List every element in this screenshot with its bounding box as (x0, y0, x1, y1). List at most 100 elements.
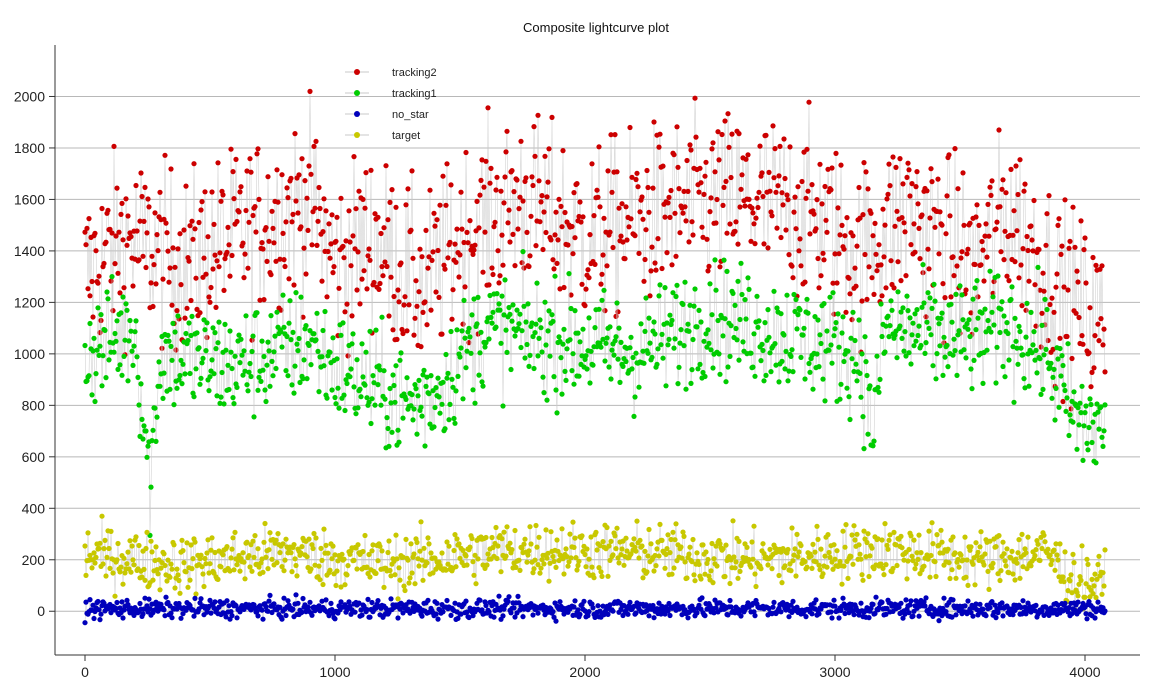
data-point-tracking1 (927, 295, 933, 301)
data-point-tracking1 (771, 288, 777, 294)
data-point-tracking1 (788, 353, 794, 359)
data-point-no_star (226, 603, 232, 609)
data-point-tracking1 (266, 348, 272, 354)
data-point-tracking2 (917, 256, 923, 262)
data-point-target (108, 528, 114, 535)
data-point-target (521, 541, 527, 547)
data-point-target (258, 560, 264, 566)
data-point-target (1076, 581, 1082, 587)
data-point-tracking2 (1081, 247, 1087, 253)
data-point-tracking1 (124, 307, 130, 313)
data-point-tracking2 (583, 286, 589, 292)
data-point-target (573, 555, 579, 561)
data-point-target (114, 557, 120, 563)
data-point-tracking1 (217, 400, 223, 406)
data-point-tracking2 (391, 293, 397, 300)
data-point-tracking2 (704, 236, 710, 242)
data-point-tracking1 (364, 395, 370, 401)
data-point-tracking1 (350, 331, 356, 337)
data-point-tracking2 (499, 232, 505, 238)
data-point-target (841, 563, 847, 569)
data-point-tracking2 (828, 187, 834, 193)
data-point-target (273, 537, 279, 543)
data-point-tracking1 (642, 328, 648, 334)
data-point-tracking2 (461, 239, 467, 246)
data-point-tracking1 (936, 321, 942, 327)
data-point-tracking1 (177, 372, 183, 379)
data-point-target (669, 571, 675, 577)
data-point-tracking1 (911, 343, 917, 349)
data-point-tracking1 (517, 311, 523, 317)
data-point-target (970, 561, 976, 567)
data-point-tracking1 (677, 340, 683, 346)
data-point-tracking2 (714, 196, 720, 203)
data-point-tracking2 (409, 168, 415, 174)
data-point-tracking1 (882, 349, 888, 355)
data-point-tracking1 (509, 318, 515, 324)
data-point-target (723, 542, 729, 548)
data-point-tracking2 (464, 229, 470, 235)
data-point-tracking2 (303, 271, 309, 277)
data-point-tracking2 (629, 174, 635, 180)
data-point-tracking2 (327, 255, 333, 261)
data-point-no_star (550, 609, 556, 615)
data-point-tracking1 (170, 320, 176, 326)
data-point-no_star (113, 605, 119, 612)
data-point-target (312, 562, 318, 568)
data-point-target (545, 550, 551, 556)
data-point-tracking1 (782, 366, 788, 372)
data-point-tracking2 (165, 248, 171, 254)
data-point-tracking2 (427, 187, 433, 193)
data-point-target (598, 569, 604, 575)
data-point-target (230, 535, 236, 541)
data-point-no_star (809, 611, 815, 617)
data-point-tracking1 (831, 333, 837, 339)
data-point-tracking2 (881, 254, 887, 260)
data-point-target (894, 562, 900, 569)
data-point-tracking2 (300, 314, 306, 320)
data-point-tracking1 (801, 325, 807, 331)
data-point-tracking1 (561, 326, 567, 332)
data-point-tracking1 (828, 342, 834, 348)
data-point-tracking1 (1033, 347, 1039, 353)
data-point-tracking2 (299, 156, 305, 162)
data-point-tracking1 (452, 420, 458, 426)
data-point-tracking1 (919, 304, 925, 310)
data-point-target (408, 541, 414, 547)
data-point-tracking2 (422, 299, 428, 305)
data-point-tracking2 (932, 224, 938, 230)
data-point-tracking2 (447, 239, 453, 245)
data-point-target (850, 561, 856, 567)
data-point-tracking1 (432, 404, 438, 411)
data-point-tracking2 (568, 292, 574, 298)
data-point-tracking1 (174, 385, 180, 391)
data-point-tracking1 (818, 340, 824, 347)
data-point-tracking2 (381, 225, 387, 231)
data-point-tracking1 (923, 340, 929, 346)
data-point-tracking2 (1064, 333, 1070, 340)
data-point-tracking1 (829, 360, 835, 366)
data-point-tracking1 (630, 354, 636, 361)
data-point-target (645, 553, 651, 559)
data-point-target (1048, 561, 1054, 568)
data-point-target (375, 558, 381, 564)
data-point-target (955, 556, 961, 563)
data-point-tracking2 (214, 258, 220, 264)
data-point-tracking1 (435, 375, 441, 381)
data-point-target (414, 539, 420, 546)
data-point-tracking2 (883, 285, 889, 291)
data-point-tracking2 (140, 253, 146, 259)
data-point-target (241, 559, 247, 565)
data-point-target (534, 544, 540, 550)
data-point-tracking1 (1051, 366, 1057, 372)
data-point-tracking2 (289, 219, 295, 225)
data-point-tracking1 (710, 365, 716, 371)
data-point-tracking1 (298, 294, 304, 300)
data-point-tracking2 (981, 278, 987, 284)
data-point-tracking1 (264, 362, 270, 368)
data-point-target (1075, 593, 1081, 599)
data-point-tracking1 (149, 438, 155, 444)
data-point-target (406, 580, 412, 586)
data-point-target (320, 581, 326, 588)
data-point-tracking1 (231, 401, 237, 407)
